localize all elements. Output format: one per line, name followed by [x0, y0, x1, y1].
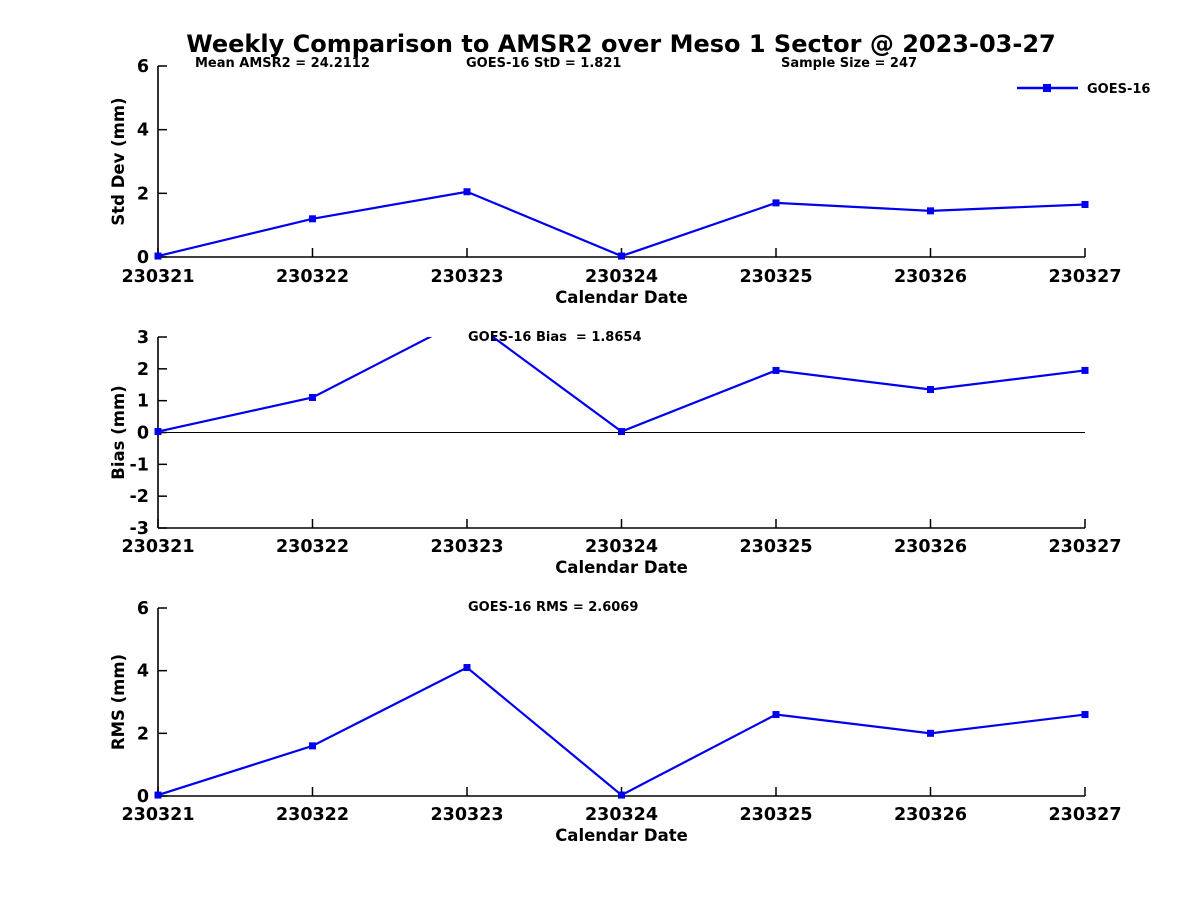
sp1-annotation: GOES-16 StD = 1.821 [466, 56, 621, 71]
sp2-x-tick-label: 230327 [1048, 537, 1121, 557]
sp1-y-tick-label: 0 [137, 248, 149, 268]
sp1-data-marker [927, 207, 934, 215]
sp3-x-tick-label: 230322 [276, 805, 349, 825]
sp1-annotation: Mean AMSR2 = 24.2112 [195, 56, 370, 71]
sp2-y-tick-label: 3 [137, 328, 149, 348]
sp3-data-marker [463, 664, 471, 672]
sp3-x-tick-label: 230323 [430, 805, 503, 825]
sp1-data-marker [1081, 200, 1089, 208]
sp3-data-marker [772, 711, 780, 719]
sp2-data-marker [309, 393, 316, 401]
sp3-ylabel: RMS (mm) [109, 654, 128, 750]
sp2-y-tick-label: 2 [137, 360, 149, 380]
sp1-ylabel: Std Dev (mm) [109, 97, 128, 225]
sp1-x-tick-label: 230327 [1048, 267, 1121, 287]
sp2-data-marker [927, 386, 934, 394]
sp3-x-tick-label: 230324 [585, 805, 658, 825]
sp2-x-tick-label: 230323 [430, 537, 503, 557]
sp3-y-tick-label: 6 [137, 599, 149, 619]
sp1-xlabel: Calendar Date [555, 288, 688, 307]
sp2-y-tick-label: 0 [137, 424, 149, 444]
sp1-data-marker [154, 252, 162, 260]
sp2-data-marker [618, 428, 625, 436]
sp1-x-tick-label: 230324 [585, 267, 658, 287]
sp2-annotation: GOES-16 Bias = 1.8654 [468, 330, 642, 345]
sp1-data-marker [772, 199, 780, 207]
sp1-x-tick-label: 230325 [739, 267, 812, 287]
sp1-x-tick-label: 230321 [121, 267, 194, 287]
sp2-data-marker [1081, 366, 1089, 374]
sp3-data-marker [1081, 711, 1089, 719]
sp2-x-tick-label: 230322 [276, 537, 349, 557]
sp3-x-tick-label: 230326 [894, 805, 967, 825]
sp3-y-tick-label: 0 [137, 787, 149, 807]
sp3-data-marker [154, 791, 162, 799]
sp1-y-tick-label: 2 [137, 184, 149, 204]
sp2-y-tick-label: -1 [130, 455, 149, 475]
sp2-ylabel: Bias (mm) [109, 385, 128, 479]
chart-title: Weekly Comparison to AMSR2 over Meso 1 S… [186, 30, 1056, 58]
sp3-data-marker [618, 791, 625, 799]
sp1-y-tick-label: 4 [137, 121, 149, 141]
sp2-y-tick-label: -3 [130, 519, 149, 539]
sp3-y-tick-label: 2 [137, 724, 149, 744]
sp1-annotation: Sample Size = 247 [781, 56, 917, 71]
sp3-x-tick-label: 230327 [1048, 805, 1121, 825]
sp3-y-tick-label: 4 [137, 662, 149, 682]
sp2-x-tick-label: 230325 [739, 537, 812, 557]
sp3-annotation: GOES-16 RMS = 2.6069 [468, 600, 638, 615]
sp1-series-line-goes16 [157, 190, 1086, 258]
sp2-data-marker [772, 366, 780, 374]
sp1-data-marker [309, 215, 316, 223]
sp3-data-marker [309, 742, 316, 750]
sp3-xlabel: Calendar Date [555, 826, 688, 845]
sp2-y-tick-label: 1 [137, 392, 149, 412]
sp2-x-tick-label: 230326 [894, 537, 967, 557]
sp3-series-line-goes16 [157, 666, 1086, 797]
sp3-x-tick-label: 230325 [739, 805, 812, 825]
sp1-data-marker [463, 188, 471, 196]
sp3-data-marker [927, 729, 934, 737]
sp2-x-tick-label: 230321 [121, 537, 194, 557]
sp1-x-tick-label: 230322 [276, 267, 349, 287]
sp3-x-tick-label: 230321 [121, 805, 194, 825]
legend-marker [1043, 84, 1051, 92]
sp2-x-tick-label: 230324 [585, 537, 658, 557]
sp2-y-tick-label: -2 [130, 487, 149, 507]
sp1-y-tick-label: 6 [137, 57, 149, 77]
sp1-data-marker [618, 252, 625, 260]
sp1-x-tick-label: 230323 [430, 267, 503, 287]
sp1-x-tick-label: 230326 [894, 267, 967, 287]
legend-label: GOES-16 [1087, 82, 1150, 97]
sp2-data-marker [154, 428, 162, 436]
sp2-xlabel: Calendar Date [555, 558, 688, 577]
